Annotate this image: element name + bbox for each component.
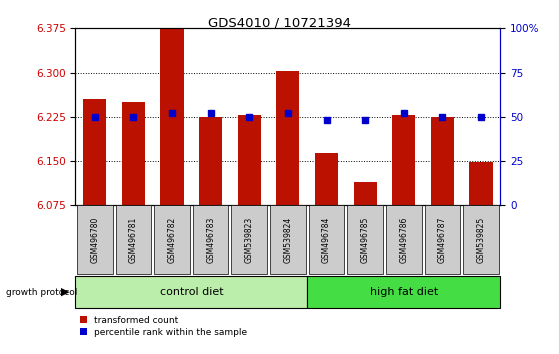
Bar [386, 205, 421, 274]
Bar [276, 72, 300, 205]
Bar [160, 25, 183, 205]
Text: growth protocol: growth protocol [6, 287, 77, 297]
Bar [353, 182, 377, 205]
Text: GDS4010 / 10721394: GDS4010 / 10721394 [208, 17, 351, 29]
Bar [77, 205, 112, 274]
Bar [425, 205, 460, 274]
Text: control diet: control diet [159, 287, 223, 297]
Text: GSM539824: GSM539824 [283, 217, 292, 263]
Legend: transformed count, percentile rank within the sample: transformed count, percentile rank withi… [80, 316, 248, 337]
Bar [116, 205, 151, 274]
Bar [392, 115, 415, 205]
Text: high fat diet: high fat diet [369, 287, 438, 297]
Bar [193, 205, 229, 274]
Text: GSM539823: GSM539823 [245, 217, 254, 263]
Bar [315, 153, 338, 205]
Text: GSM496783: GSM496783 [206, 217, 215, 263]
Bar [309, 205, 344, 274]
Bar [154, 205, 190, 274]
Bar [231, 205, 267, 274]
Text: GSM496785: GSM496785 [361, 217, 369, 263]
Text: GSM496782: GSM496782 [168, 217, 177, 263]
Bar [347, 205, 383, 274]
Bar [83, 99, 106, 205]
Bar [463, 205, 499, 274]
Text: GSM496786: GSM496786 [399, 217, 408, 263]
Text: GSM496784: GSM496784 [322, 217, 331, 263]
Text: GSM496787: GSM496787 [438, 217, 447, 263]
Bar [431, 117, 454, 205]
Text: GSM496780: GSM496780 [90, 217, 100, 263]
Bar [122, 102, 145, 205]
Bar [238, 115, 261, 205]
Bar [75, 276, 307, 308]
Text: ▶: ▶ [61, 287, 70, 297]
Bar [270, 205, 306, 274]
Text: GSM539825: GSM539825 [476, 217, 486, 263]
Text: GSM496781: GSM496781 [129, 217, 138, 263]
Bar [307, 276, 500, 308]
Bar [470, 162, 492, 205]
Bar [199, 117, 222, 205]
